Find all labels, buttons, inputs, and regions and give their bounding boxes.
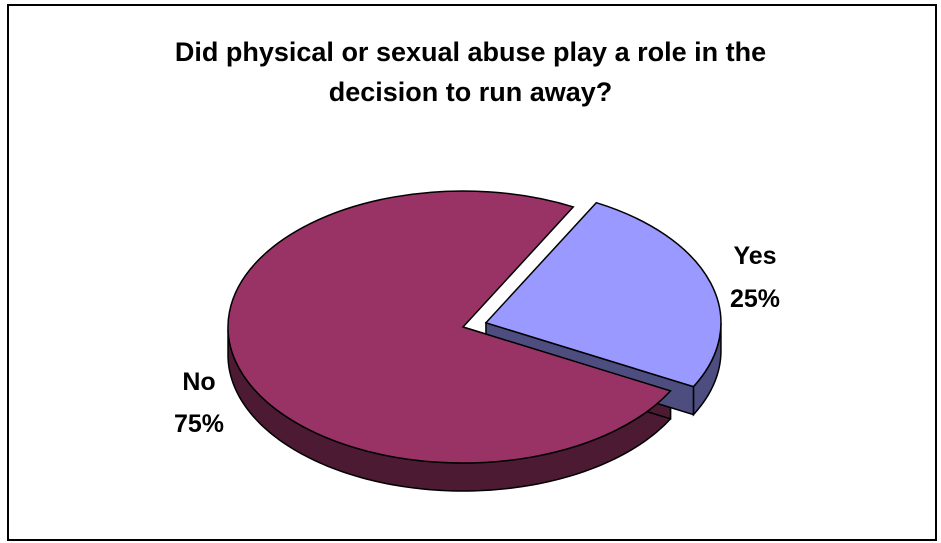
- pie-slice-no: [227, 190, 672, 464]
- pie-slice-yes: [484, 201, 722, 388]
- chart-title: Did physical or sexual abuse play a role…: [0, 32, 941, 112]
- slice-label-no-category: No: [182, 368, 215, 396]
- slice-label-no-percent: 75%: [174, 410, 224, 438]
- chart-title-line-2: decision to run away?: [328, 77, 613, 107]
- slice-label-yes-percent: 25%: [730, 285, 780, 313]
- pie-tops: [227, 190, 722, 464]
- slice-label-yes-category: Yes: [733, 242, 776, 270]
- chart-title-line-1: Did physical or sexual abuse play a role…: [174, 37, 767, 67]
